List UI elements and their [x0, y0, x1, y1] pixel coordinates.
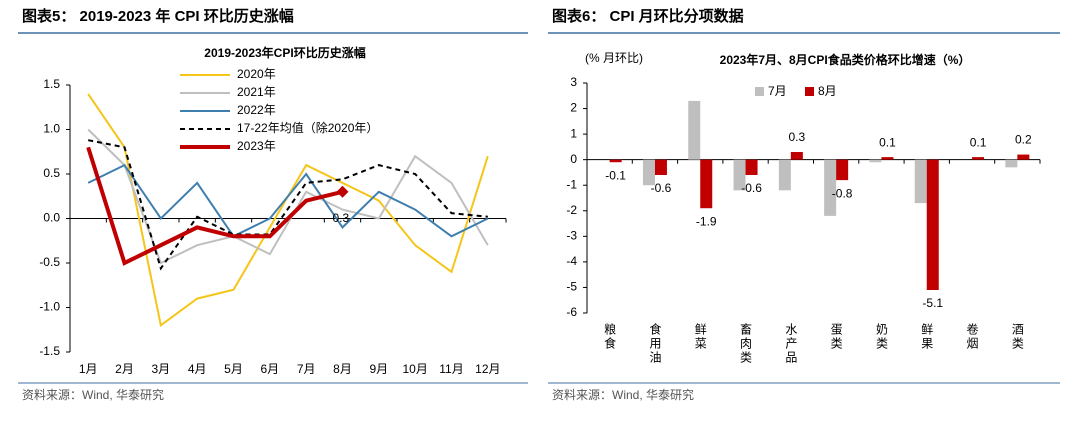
- y-tick-label: 0.5: [43, 166, 60, 180]
- bar: [609, 159, 622, 163]
- data-label: 0.1: [970, 135, 987, 149]
- y-tick-label: -1.0: [39, 300, 60, 314]
- x-tick-label: 12月: [475, 362, 500, 376]
- bar: [1005, 159, 1018, 168]
- bar: [688, 100, 701, 160]
- bar: [790, 152, 803, 160]
- data-label: 0.2: [1015, 133, 1032, 147]
- x-tick-label: 3月: [151, 362, 170, 376]
- data-label: 0.1: [879, 135, 896, 149]
- data-label: -0.6: [741, 181, 762, 195]
- x-tick-label: 4月: [188, 362, 207, 376]
- x-tick-label: 7月: [297, 362, 316, 376]
- legend-label: 2020年: [237, 67, 276, 81]
- bar: [733, 159, 746, 191]
- caption: 图表5： 2019-2023 年 CPI 环比历史涨幅: [22, 7, 294, 25]
- end-marker: [336, 185, 349, 198]
- x-tick-label: 2月: [115, 362, 134, 376]
- x-tick-label: 1月: [79, 362, 98, 376]
- source: 资料来源：Wind, 华泰研究: [552, 387, 694, 402]
- series-line: [87, 139, 488, 271]
- bar: [926, 159, 939, 290]
- x-tick-label: 食用油: [648, 322, 662, 365]
- y-tick-label: 1.5: [43, 77, 60, 91]
- caption: 图表6： CPI 月环比分项数据: [552, 7, 744, 25]
- data-label: -1.9: [696, 214, 717, 228]
- legend-swatch: [755, 87, 764, 96]
- data-label: -5.1: [922, 296, 943, 310]
- x-tick-label: 10月: [402, 362, 427, 376]
- x-tick-label: 6月: [260, 362, 279, 376]
- chart-title: 2019-2023年CPI环比历史涨幅: [204, 45, 365, 60]
- data-label: 0.3: [789, 130, 806, 144]
- y-tick-label: -4: [566, 254, 577, 268]
- series-line: [86, 146, 343, 266]
- bar: [700, 159, 713, 209]
- y-axis-label: (% 月环比): [585, 51, 643, 65]
- y-tick-label: 0: [570, 152, 577, 166]
- y-tick-label: 1.0: [43, 122, 60, 136]
- x-tick-label: 鲜果: [920, 323, 934, 351]
- y-tick-label: 1: [570, 126, 577, 140]
- bar: [869, 159, 882, 163]
- legend-label: 17-22年均值（除2020年）: [237, 120, 378, 135]
- bar: [836, 159, 849, 181]
- x-tick-label: 奶类: [874, 323, 888, 351]
- x-tick-label: 鲜菜: [693, 323, 707, 351]
- y-tick-label: -5: [566, 280, 577, 294]
- bar: [972, 157, 985, 160]
- y-tick-label: 3: [570, 75, 577, 89]
- legend-label: 2021年: [237, 85, 276, 99]
- y-tick-label: -3: [566, 229, 577, 243]
- x-tick-label: 畜肉类: [739, 322, 753, 365]
- y-tick-label: -1.5: [39, 344, 60, 358]
- bar: [824, 159, 837, 216]
- legend-swatch: [805, 87, 814, 96]
- data-label: -0.8: [832, 186, 853, 200]
- bar: [881, 157, 894, 160]
- y-tick-label: -6: [566, 305, 577, 319]
- bar: [778, 159, 791, 191]
- y-tick-label: 2: [570, 101, 577, 115]
- x-tick-label: 粮食: [603, 322, 617, 351]
- chart-title: 2023年7月、8月CPI食品类价格环比增速（%）: [720, 52, 971, 67]
- data-label: 0.3: [333, 211, 350, 225]
- y-tick-label: -1: [566, 177, 577, 191]
- legend-label: 2023年: [237, 139, 276, 153]
- series-line: [87, 163, 489, 238]
- x-tick-label: 9月: [369, 362, 388, 376]
- legend-label: 8月: [818, 84, 837, 98]
- bar: [745, 159, 758, 175]
- x-tick-label: 5月: [224, 362, 243, 376]
- bar: [654, 159, 667, 175]
- bar: [642, 159, 655, 186]
- legend-label: 2022年: [237, 103, 276, 117]
- x-tick-label: 卷烟: [965, 322, 979, 351]
- legend-label: 7月: [768, 84, 787, 98]
- x-tick-label: 蛋类: [829, 323, 843, 351]
- x-tick-label: 11月: [439, 362, 463, 376]
- bar: [1017, 154, 1030, 160]
- data-label: -0.1: [605, 168, 626, 182]
- data-label: -0.6: [651, 181, 672, 195]
- x-tick-label: 水产品: [784, 323, 798, 365]
- x-tick-label: 8月: [333, 362, 352, 376]
- x-tick-label: 酒类: [1010, 323, 1024, 351]
- y-tick-label: -0.5: [39, 255, 60, 269]
- source: 资料来源：Wind, 华泰研究: [22, 387, 164, 402]
- bar: [914, 159, 927, 204]
- y-tick-label: 0.0: [43, 211, 60, 225]
- y-tick-label: -2: [566, 203, 577, 217]
